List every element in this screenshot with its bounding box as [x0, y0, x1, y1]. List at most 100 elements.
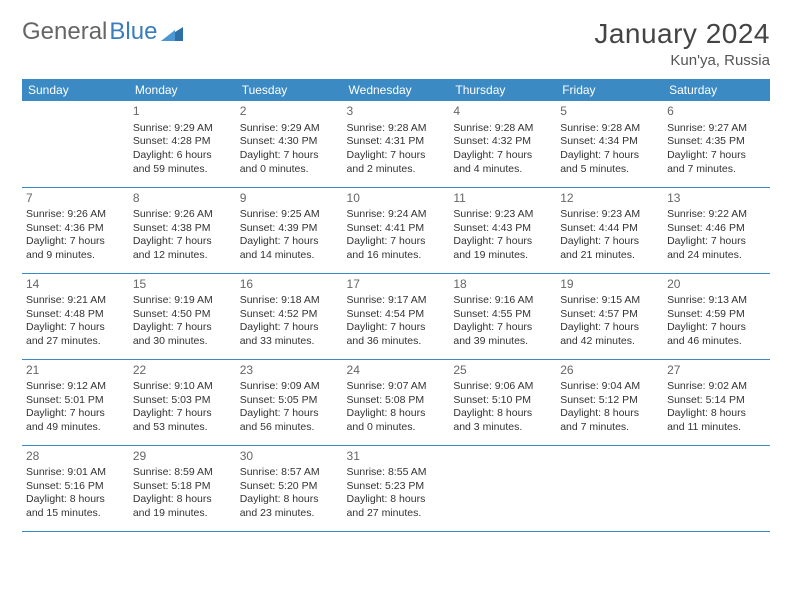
sunrise-text: Sunrise: 9:25 AM [240, 208, 339, 222]
sunset-text: Sunset: 4:28 PM [133, 135, 232, 149]
sunrise-text: Sunrise: 9:06 AM [453, 380, 552, 394]
daylight-text: and 46 minutes. [667, 335, 766, 349]
daylight-text: Daylight: 7 hours [453, 149, 552, 163]
sunset-text: Sunset: 4:43 PM [453, 222, 552, 236]
calendar-cell: 8Sunrise: 9:26 AMSunset: 4:38 PMDaylight… [129, 187, 236, 273]
calendar-cell: 2Sunrise: 9:29 AMSunset: 4:30 PMDaylight… [236, 101, 343, 187]
calendar-cell: 23Sunrise: 9:09 AMSunset: 5:05 PMDayligh… [236, 359, 343, 445]
calendar-cell: 21Sunrise: 9:12 AMSunset: 5:01 PMDayligh… [22, 359, 129, 445]
daylight-text: and 21 minutes. [560, 249, 659, 263]
daylight-text: and 9 minutes. [26, 249, 125, 263]
sunset-text: Sunset: 4:32 PM [453, 135, 552, 149]
sunset-text: Sunset: 5:20 PM [240, 480, 339, 494]
calendar-cell: 15Sunrise: 9:19 AMSunset: 4:50 PMDayligh… [129, 273, 236, 359]
sunset-text: Sunset: 5:05 PM [240, 394, 339, 408]
sunset-text: Sunset: 4:50 PM [133, 308, 232, 322]
sunrise-text: Sunrise: 8:59 AM [133, 466, 232, 480]
day-number: 21 [26, 363, 125, 379]
daylight-text: and 23 minutes. [240, 507, 339, 521]
daylight-text: Daylight: 7 hours [240, 235, 339, 249]
day-number: 16 [240, 277, 339, 293]
sunrise-text: Sunrise: 9:04 AM [560, 380, 659, 394]
day-number: 22 [133, 363, 232, 379]
day-number: 30 [240, 449, 339, 465]
daylight-text: and 4 minutes. [453, 163, 552, 177]
calendar-cell: 19Sunrise: 9:15 AMSunset: 4:57 PMDayligh… [556, 273, 663, 359]
header-bar: GeneralBlue January 2024 Kun'ya, Russia [22, 18, 770, 69]
day-number: 8 [133, 191, 232, 207]
sunrise-text: Sunrise: 9:27 AM [667, 122, 766, 136]
calendar-cell: 6Sunrise: 9:27 AMSunset: 4:35 PMDaylight… [663, 101, 770, 187]
day-number: 7 [26, 191, 125, 207]
daylight-text: Daylight: 8 hours [133, 493, 232, 507]
calendar-cell: 26Sunrise: 9:04 AMSunset: 5:12 PMDayligh… [556, 359, 663, 445]
sunset-text: Sunset: 5:23 PM [347, 480, 446, 494]
daylight-text: Daylight: 7 hours [26, 235, 125, 249]
sunrise-text: Sunrise: 9:26 AM [133, 208, 232, 222]
daylight-text: Daylight: 7 hours [347, 149, 446, 163]
heading-block: January 2024 Kun'ya, Russia [594, 18, 770, 69]
sunset-text: Sunset: 5:03 PM [133, 394, 232, 408]
sunset-text: Sunset: 4:38 PM [133, 222, 232, 236]
daylight-text: Daylight: 7 hours [133, 407, 232, 421]
sunset-text: Sunset: 4:36 PM [26, 222, 125, 236]
sunset-text: Sunset: 5:01 PM [26, 394, 125, 408]
sunrise-text: Sunrise: 9:01 AM [26, 466, 125, 480]
calendar-head: SundayMondayTuesdayWednesdayThursdayFrid… [22, 79, 770, 101]
sunrise-text: Sunrise: 9:07 AM [347, 380, 446, 394]
daylight-text: and 59 minutes. [133, 163, 232, 177]
calendar-cell: 28Sunrise: 9:01 AMSunset: 5:16 PMDayligh… [22, 445, 129, 531]
sunset-text: Sunset: 4:35 PM [667, 135, 766, 149]
sunset-text: Sunset: 4:39 PM [240, 222, 339, 236]
calendar-row: 28Sunrise: 9:01 AMSunset: 5:16 PMDayligh… [22, 445, 770, 531]
day-number: 15 [133, 277, 232, 293]
sunrise-text: Sunrise: 9:29 AM [240, 122, 339, 136]
daylight-text: and 56 minutes. [240, 421, 339, 435]
day-number: 26 [560, 363, 659, 379]
daylight-text: and 16 minutes. [347, 249, 446, 263]
day-number: 2 [240, 104, 339, 120]
day-number: 13 [667, 191, 766, 207]
sunrise-text: Sunrise: 9:17 AM [347, 294, 446, 308]
sunset-text: Sunset: 4:44 PM [560, 222, 659, 236]
daylight-text: and 15 minutes. [26, 507, 125, 521]
weekday-row: SundayMondayTuesdayWednesdayThursdayFrid… [22, 79, 770, 101]
weekday-header: Friday [556, 79, 663, 101]
page-title: January 2024 [594, 18, 770, 50]
day-number: 18 [453, 277, 552, 293]
calendar-cell: 16Sunrise: 9:18 AMSunset: 4:52 PMDayligh… [236, 273, 343, 359]
day-number: 10 [347, 191, 446, 207]
weekday-header: Sunday [22, 79, 129, 101]
day-number: 4 [453, 104, 552, 120]
sunset-text: Sunset: 4:41 PM [347, 222, 446, 236]
sunset-text: Sunset: 4:57 PM [560, 308, 659, 322]
sunset-text: Sunset: 4:48 PM [26, 308, 125, 322]
daylight-text: and 11 minutes. [667, 421, 766, 435]
calendar-cell-empty [663, 445, 770, 531]
day-number: 25 [453, 363, 552, 379]
day-number: 23 [240, 363, 339, 379]
daylight-text: and 36 minutes. [347, 335, 446, 349]
day-number: 1 [133, 104, 232, 120]
sunrise-text: Sunrise: 9:28 AM [560, 122, 659, 136]
sunrise-text: Sunrise: 9:23 AM [453, 208, 552, 222]
weekday-header: Monday [129, 79, 236, 101]
calendar-cell: 9Sunrise: 9:25 AMSunset: 4:39 PMDaylight… [236, 187, 343, 273]
daylight-text: Daylight: 7 hours [560, 235, 659, 249]
sunrise-text: Sunrise: 9:28 AM [347, 122, 446, 136]
calendar-table: SundayMondayTuesdayWednesdayThursdayFrid… [22, 79, 770, 532]
daylight-text: Daylight: 8 hours [240, 493, 339, 507]
daylight-text: Daylight: 8 hours [347, 407, 446, 421]
sunset-text: Sunset: 5:12 PM [560, 394, 659, 408]
day-number: 28 [26, 449, 125, 465]
sunset-text: Sunset: 5:18 PM [133, 480, 232, 494]
sunset-text: Sunset: 5:14 PM [667, 394, 766, 408]
day-number: 24 [347, 363, 446, 379]
calendar-cell: 27Sunrise: 9:02 AMSunset: 5:14 PMDayligh… [663, 359, 770, 445]
sunset-text: Sunset: 5:08 PM [347, 394, 446, 408]
brand-part1: General [22, 18, 107, 46]
sunrise-text: Sunrise: 9:28 AM [453, 122, 552, 136]
calendar-cell: 30Sunrise: 8:57 AMSunset: 5:20 PMDayligh… [236, 445, 343, 531]
daylight-text: Daylight: 7 hours [240, 321, 339, 335]
sunset-text: Sunset: 5:10 PM [453, 394, 552, 408]
